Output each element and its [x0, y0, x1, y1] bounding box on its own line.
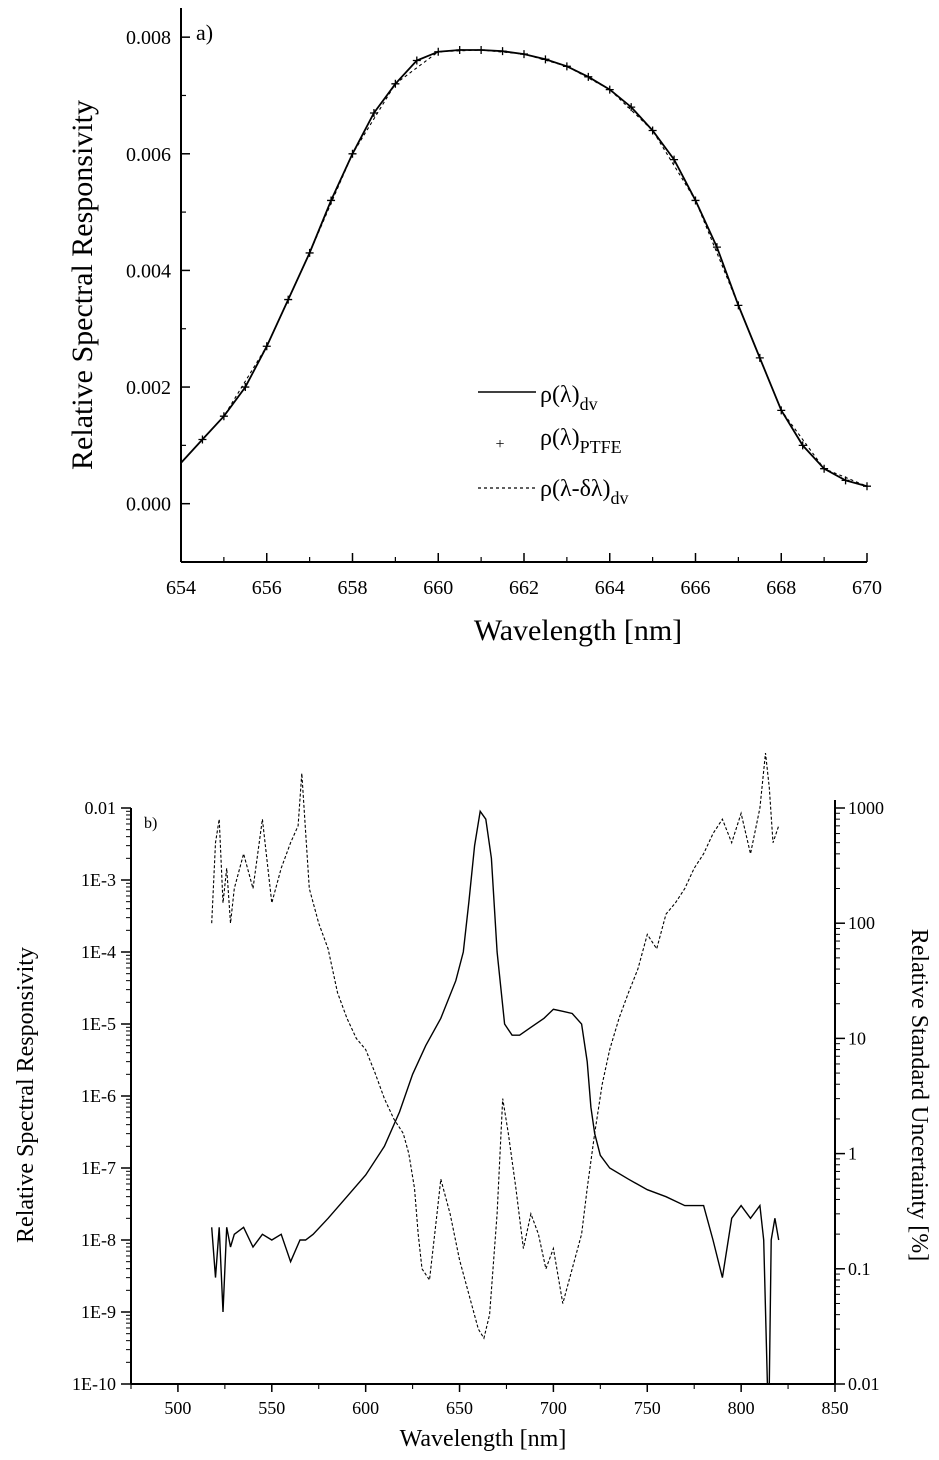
ptfe-plus-marker	[498, 47, 507, 56]
ptfe-plus-marker	[284, 295, 293, 304]
panel-a-y-tick-label: 0.002	[126, 377, 171, 399]
panel-b-right-y-tick-label: 10	[848, 1028, 866, 1048]
panel-b-x-tick-label: 750	[634, 1398, 661, 1418]
panel-b-right-y-tick-label: 1	[848, 1144, 857, 1164]
panel-b-left-y-tick-label: 0.01	[85, 798, 117, 818]
ptfe-plus-marker	[863, 482, 871, 491]
panel-a-x-tick-label: 664	[595, 577, 625, 599]
panel-a-x-tick-label: 660	[423, 577, 453, 599]
panel-b-left-y-tick-label: 1E-6	[81, 1086, 116, 1106]
panel-b-right-y-axis-title: Relative Standard Uncertainty [%]	[906, 929, 932, 1262]
panel-a-x-axis-title: Wavelength [nm]	[474, 614, 682, 647]
panel-b-right-y-tick-label: 0.1	[848, 1259, 871, 1279]
panel-a-x-tick-label: 668	[766, 577, 796, 599]
panel-a-x-tick-label: 670	[852, 577, 882, 599]
panel-b-x-axis-title: Wavelength [nm]	[400, 1426, 567, 1452]
ptfe-plus-marker	[712, 243, 721, 252]
panel-a-label: a)	[196, 20, 213, 45]
panel-b: 500 550 600 650 700 750 800 850 0.01 1E-3 1E-4 1E-…	[13, 752, 932, 1452]
panel-a-y-tick-label: 0.008	[126, 27, 171, 49]
ptfe-plus-marker	[798, 441, 807, 450]
panel-a-x-tick-label: 654	[166, 577, 196, 599]
ptfe-plus-marker	[648, 126, 657, 135]
panel-b-x-ticks: 500 550 600 650 700 750 800 850	[130, 1384, 849, 1418]
panel-b-x-tick-label: 700	[540, 1398, 567, 1418]
series-rho-shift-dv-line	[180, 49, 868, 487]
ptfe-plus-marker	[670, 155, 679, 164]
panel-b-left-y-tick-label: 1E-10	[72, 1374, 116, 1394]
panel-a-x-tick-label: 658	[338, 577, 368, 599]
panel-b-left-y-tick-label: 1E-7	[81, 1158, 116, 1178]
legend-label-rho-shift-dv: ρ(λ-δλ)dv	[540, 476, 629, 508]
panel-b-left-y-tick-label: 1E-3	[81, 870, 116, 890]
panel-b-right-y-ticks: 1000 100 10 1 0.1 0.01	[835, 798, 884, 1394]
series-rho-dv-line	[180, 49, 868, 488]
panel-b-left-y-tick-label: 1E-5	[81, 1014, 116, 1034]
legend-label-rho-dv: ρ(λ)dv	[540, 382, 598, 414]
ptfe-plus-marker	[412, 56, 421, 65]
panel-b-right-y-tick-label: 100	[848, 913, 875, 933]
panel-a-plot-area	[180, 45, 871, 491]
panel-a-y-tick-label: 0.006	[126, 144, 171, 166]
panel-b-plot-area	[211, 752, 780, 1385]
ptfe-plus-marker	[541, 55, 550, 64]
panel-b-left-y-ticks: 0.01 1E-3 1E-4 1E-5 1E-6 1E-7 1E-8 1E-9 1E-10	[72, 798, 131, 1394]
panel-b-left-y-tick-label: 1E-4	[81, 942, 116, 962]
panel-a-legend: ρ(λ)dv + ρ(λ)PTFE ρ(λ-δλ)dv	[478, 382, 629, 508]
panel-b-left-y-tick-label: 1E-9	[81, 1302, 116, 1322]
ptfe-plus-marker	[605, 85, 614, 94]
panel-b-right-y-tick-label: 0.01	[848, 1374, 880, 1394]
panel-a-y-tick-label: 0.000	[126, 494, 171, 516]
ptfe-plus-marker	[219, 412, 228, 421]
panel-b-uncertainty-line	[211, 752, 780, 1340]
panel-b-left-y-tick-label: 1E-8	[81, 1230, 116, 1250]
panel-b-responsivity-line	[211, 809, 780, 1385]
panel-b-x-tick-label: 550	[258, 1398, 285, 1418]
panel-b-label: b)	[144, 815, 157, 832]
legend-plus-marker-sample: +	[495, 436, 504, 453]
panel-a-y-ticks: 0.000 0.002 0.004 0.006 0.008	[126, 27, 190, 563]
panel-a-y-tick-label: 0.004	[126, 260, 171, 282]
ptfe-plus-marker	[369, 108, 378, 117]
panel-a-x-tick-label: 666	[681, 577, 711, 599]
panel-b-x-tick-label: 500	[164, 1398, 191, 1418]
panel-a: 654 656 658 660 662 664 666 668 670 0.0000.0020.…	[66, 8, 882, 647]
panel-b-x-tick-label: 850	[822, 1398, 849, 1418]
panel-b-x-tick-label: 800	[728, 1398, 755, 1418]
ptfe-plus-marker	[755, 353, 764, 362]
panel-a-x-ticks: 654 656 658 660 662 664 666 668 670	[166, 553, 882, 599]
panel-b-x-tick-label: 600	[352, 1398, 379, 1418]
panel-b-x-tick-label: 650	[446, 1398, 473, 1418]
panel-a-x-tick-label: 662	[509, 577, 539, 599]
ptfe-plus-marker	[562, 62, 571, 71]
panel-b-left-y-axis-title: Relative Spectral Responsivity	[13, 947, 39, 1243]
panel-a-x-tick-label: 656	[252, 577, 282, 599]
ptfe-plus-marker	[455, 45, 464, 54]
panel-a-y-axis-title: Relative Spectral Responsivity	[66, 100, 99, 470]
ptfe-plus-marker	[241, 383, 250, 392]
panel-b-right-y-tick-label: 1000	[848, 798, 884, 818]
legend-label-rho-ptfe: ρ(λ)PTFE	[540, 425, 622, 457]
